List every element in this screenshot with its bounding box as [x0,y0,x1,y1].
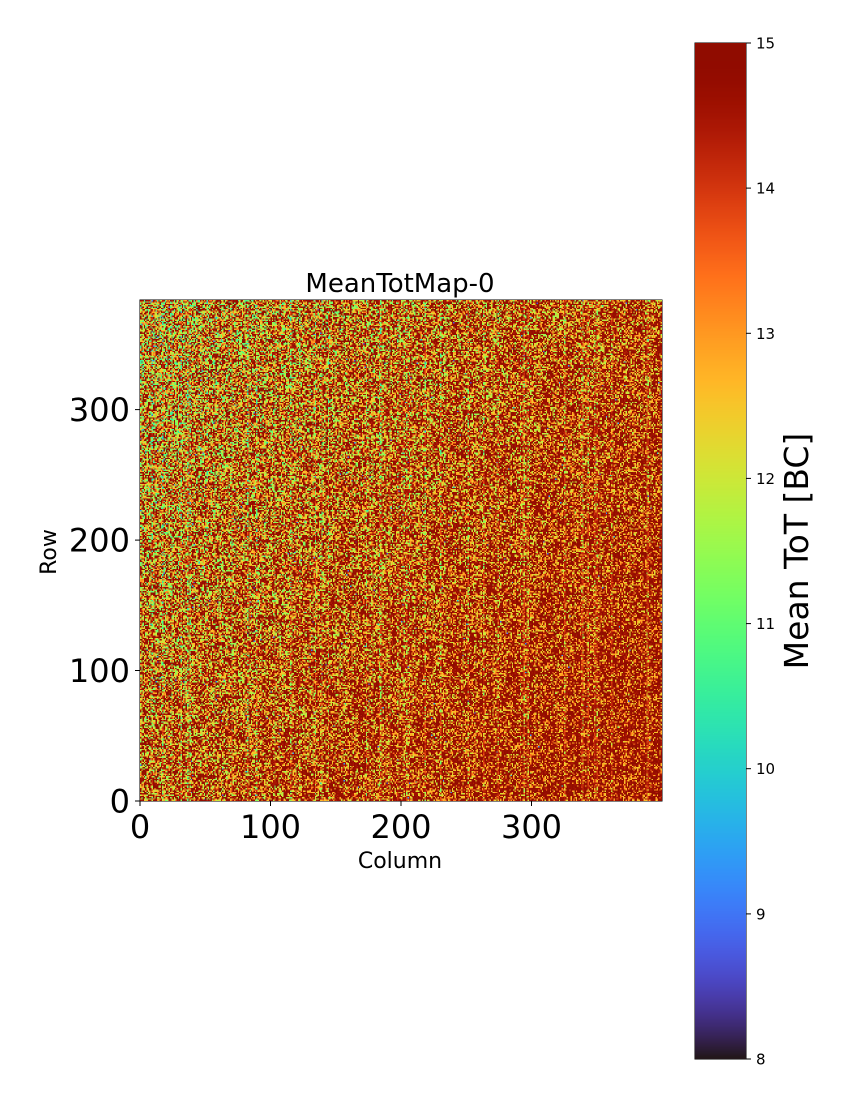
colorbar-tick-label-14: 14 [756,180,775,198]
x-axis-label: Column [358,849,442,874]
y-axis-label: Row [37,529,62,575]
colorbar-tick-label-12: 12 [756,470,775,488]
colorbar-tick-marks [746,42,751,1060]
y-tick-labels: 0 100 200 300 [69,391,130,820]
x-tick-label-300: 300 [501,808,562,846]
colorbar-tick-label-10: 10 [756,760,775,778]
colorbar-gradient [695,43,746,1059]
y-tick-label-0: 0 [110,783,130,821]
colorbar-tick-label-11: 11 [756,615,775,633]
x-tick-labels: 0 100 200 300 [130,808,562,846]
heatmap-image [140,300,662,801]
x-tick-label-100: 100 [240,808,301,846]
y-tick-label-200: 200 [69,522,130,560]
chart-title: MeanTotMap-0 [305,269,494,299]
colorbar-tick-label-8: 8 [756,1051,766,1069]
x-tick-label-0: 0 [130,808,150,846]
y-tick-label-300: 300 [69,391,130,429]
colorbar-tick-labels: 8 9 10 11 12 13 14 15 [756,35,775,1069]
x-tick-label-200: 200 [370,808,431,846]
y-tick-label-100: 100 [69,652,130,690]
colorbar-tick-label-15: 15 [756,35,775,53]
x-tick-marks [139,801,532,806]
colorbar-tick-label-13: 13 [756,325,775,343]
colorbar-tick-label-9: 9 [756,905,766,923]
colorbar-label: Mean ToT [BC] [777,433,816,670]
y-tick-marks [135,409,140,802]
